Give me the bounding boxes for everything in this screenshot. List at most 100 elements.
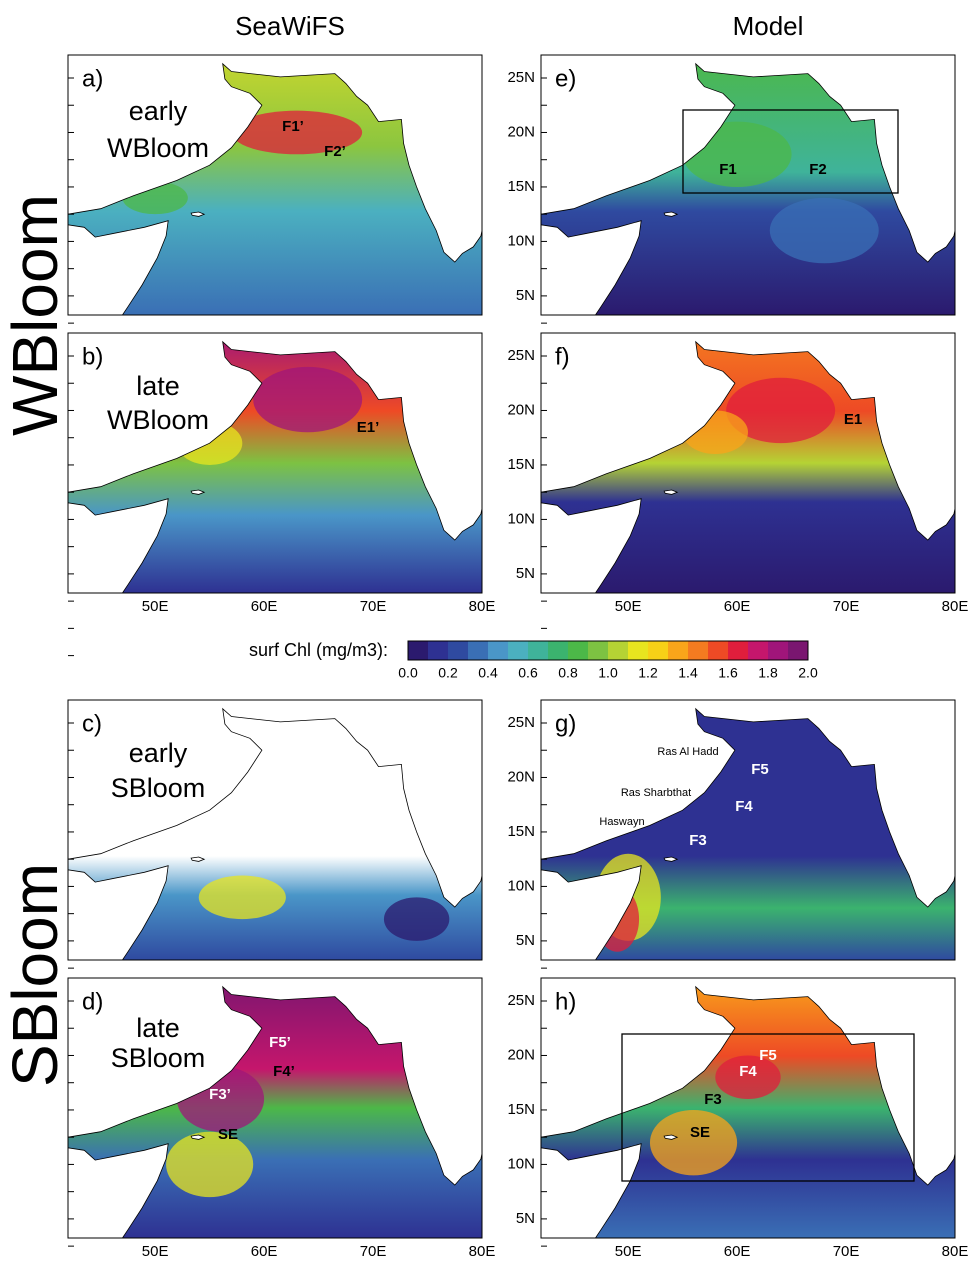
annotation: SE <box>690 1124 710 1141</box>
x-tick-label: 70E <box>360 1243 387 1260</box>
chlorophyll-patch <box>770 198 879 263</box>
colorbar-swatch <box>428 641 448 660</box>
y-tick-label: 25N <box>507 992 535 1009</box>
map-panel <box>536 323 961 601</box>
panel-title: WBloom <box>107 405 209 435</box>
colorbar-swatch <box>488 641 508 660</box>
annotation: F3 <box>704 1091 722 1108</box>
panel-title: late <box>136 1013 180 1043</box>
y-tick-label: 20N <box>507 401 535 418</box>
y-tick-label: 5N <box>516 1210 535 1227</box>
annotation: F1 <box>719 161 737 178</box>
colorbar-swatch <box>448 641 468 660</box>
annotation: F4 <box>735 798 753 815</box>
annotation: F4’ <box>273 1063 295 1080</box>
panel-label: f) <box>555 343 570 370</box>
colorbar-tick-label: 1.0 <box>598 665 618 681</box>
y-tick-label: 25N <box>507 714 535 731</box>
annotation: F5’ <box>269 1034 291 1051</box>
y-tick-label: 10N <box>507 1155 535 1172</box>
annotation: F5 <box>751 761 769 778</box>
colorbar-tick-label: 0.6 <box>518 665 538 681</box>
colorbar-swatch <box>728 641 748 660</box>
colorbar-tick-label: 0.4 <box>478 665 498 681</box>
annotation: F4 <box>739 1063 757 1080</box>
x-tick-label: 80E <box>942 598 969 615</box>
colorbar-tick-label: 0.8 <box>558 665 578 681</box>
y-tick-label: 5N <box>516 287 535 304</box>
x-tick-label: 70E <box>360 598 387 615</box>
column-title: Model <box>733 11 804 41</box>
annotation: F3 <box>689 832 707 849</box>
panel-title: WBloom <box>107 133 209 163</box>
panel-label: b) <box>82 343 103 370</box>
panel-label: a) <box>82 65 103 92</box>
y-tick-label: 25N <box>507 347 535 364</box>
annotation: F1’ <box>282 118 304 135</box>
column-title: SeaWiFS <box>235 11 345 41</box>
annotation: Ras Al Hadd <box>657 746 718 758</box>
colorbar-tick-label: 1.8 <box>758 665 778 681</box>
colorbar-swatch <box>568 641 588 660</box>
y-tick-label: 10N <box>507 510 535 527</box>
colorbar-swatch <box>508 641 528 660</box>
colorbar-swatch <box>708 641 728 660</box>
annotation: E1’ <box>357 419 380 436</box>
panel-title: early <box>129 738 188 768</box>
y-tick-label: 10N <box>507 232 535 249</box>
chlorophyll-patch <box>166 1132 253 1197</box>
row-title: WBloom <box>0 194 71 436</box>
x-tick-label: 60E <box>724 1243 751 1260</box>
panel-label: d) <box>82 988 103 1015</box>
y-tick-label: 25N <box>507 69 535 86</box>
x-tick-label: 70E <box>833 1243 860 1260</box>
x-tick-label: 50E <box>142 598 169 615</box>
panel-label: g) <box>555 710 576 737</box>
map-panel <box>536 45 961 323</box>
row-title: SBloom <box>0 863 71 1087</box>
annotation: F2 <box>809 161 827 178</box>
map-panel <box>536 690 961 968</box>
panel-title: SBloom <box>111 773 206 803</box>
colorbar-swatch <box>768 641 788 660</box>
x-tick-label: 70E <box>833 598 860 615</box>
chlorophyll-patch <box>650 1110 737 1175</box>
x-tick-label: 60E <box>251 1243 278 1260</box>
annotation: Haswayn <box>599 816 644 828</box>
y-tick-label: 15N <box>507 178 535 195</box>
y-tick-label: 20N <box>507 123 535 140</box>
chlorophyll-patch <box>384 897 449 941</box>
colorbar-swatch <box>628 641 648 660</box>
chlorophyll-patch <box>199 876 286 920</box>
x-tick-label: 50E <box>615 598 642 615</box>
x-tick-label: 50E <box>615 1243 642 1260</box>
annotation: SE <box>218 1126 238 1143</box>
annotation: E1 <box>844 411 862 428</box>
panel-label: h) <box>555 988 576 1015</box>
figure: SeaWiFS Model WBloom SBloom surf Chl (mg… <box>0 0 972 1263</box>
x-tick-label: 60E <box>724 598 751 615</box>
annotation: F3’ <box>209 1086 231 1103</box>
x-tick-label: 60E <box>251 598 278 615</box>
colorbar-swatch <box>608 641 628 660</box>
y-tick-label: 15N <box>507 1101 535 1118</box>
panel-title: late <box>136 371 180 401</box>
y-tick-label: 10N <box>507 877 535 894</box>
map-panel <box>536 968 961 1246</box>
map-panel <box>63 323 488 601</box>
colorbar-swatch <box>748 641 768 660</box>
colorbar-swatch <box>408 641 428 660</box>
y-tick-label: 5N <box>516 932 535 949</box>
x-tick-label: 50E <box>142 1243 169 1260</box>
colorbar-tick-label: 1.2 <box>638 665 658 681</box>
colorbar-swatch <box>528 641 548 660</box>
colorbar-swatch <box>788 641 808 660</box>
colorbar-tick-label: 1.4 <box>678 665 698 681</box>
panel-title: SBloom <box>111 1043 206 1073</box>
colorbar-tick-label: 0.0 <box>398 665 418 681</box>
annotation: Ras Sharbthat <box>621 787 691 799</box>
x-tick-label: 80E <box>469 598 496 615</box>
colorbar-swatch <box>468 641 488 660</box>
colorbar-swatch <box>688 641 708 660</box>
y-tick-label: 5N <box>516 565 535 582</box>
